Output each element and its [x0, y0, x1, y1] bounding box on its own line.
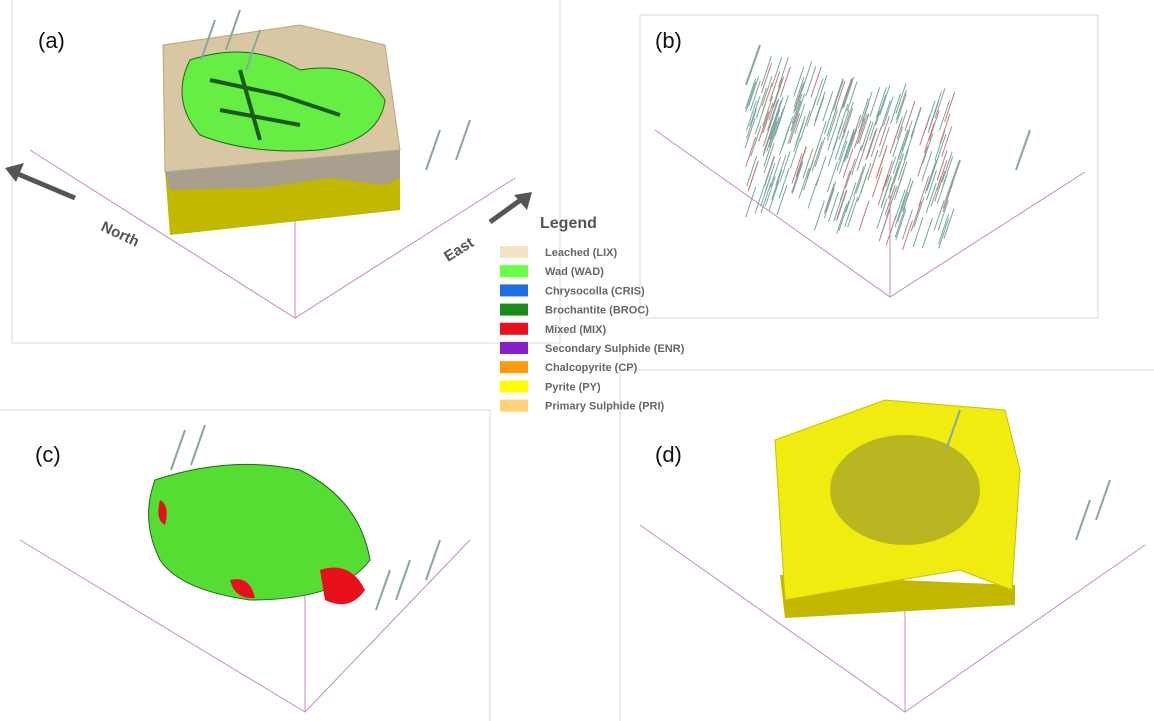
drillhole: [922, 218, 932, 248]
legend-label: Wad (WAD): [545, 266, 604, 278]
drillhole: [851, 115, 861, 145]
drillhole: [939, 101, 949, 131]
drillhole: [824, 188, 834, 218]
drillhole: [799, 168, 809, 198]
drillhole: [803, 160, 813, 190]
drillhole: [751, 126, 761, 156]
page: North East Legend Leached (LIX) Wad (WAD)…: [0, 0, 1154, 721]
legend-label: Secondary Sulphide (ENR): [545, 343, 685, 355]
drillhole: [935, 88, 945, 118]
drillhole: [191, 425, 205, 465]
drillhole: [845, 159, 855, 189]
drillhole: [396, 560, 410, 600]
legend-swatch: [500, 380, 528, 392]
drillhole: [854, 166, 864, 196]
pit-texture: [830, 435, 980, 545]
legend-swatch: [500, 342, 528, 354]
drillhole: [827, 162, 837, 192]
legend-swatch: [500, 304, 528, 316]
drillhole: [918, 146, 928, 176]
drillhole: [919, 176, 929, 206]
drillhole: [747, 109, 757, 139]
drillhole: [1076, 500, 1090, 540]
drillhole: [876, 149, 886, 179]
drillhole: [823, 91, 833, 121]
drillhole: [934, 200, 944, 230]
figure: North East Legend Leached (LIX) Wad (WAD)…: [0, 0, 1154, 721]
drillhole: [891, 94, 901, 124]
drillhole: [171, 430, 185, 470]
drillhole: [746, 187, 756, 217]
drillhole: [868, 150, 878, 180]
drillhole: [812, 141, 822, 171]
drillhole: [945, 92, 955, 122]
drillhole: [861, 163, 871, 193]
drillhole: [811, 67, 821, 97]
drillhole: [872, 167, 882, 197]
layout: North East Legend: [0, 0, 1154, 721]
legend-swatch: [500, 323, 528, 335]
drillhole: [886, 215, 896, 245]
drillhole: [426, 130, 440, 170]
panel-label: (c): [35, 442, 61, 467]
drillhole: [880, 207, 890, 237]
legend-label: Pyrite (PY): [545, 381, 601, 393]
drillhole: [943, 156, 953, 186]
legend-label: Primary Sulphide (PRI): [545, 401, 665, 413]
legend-label: Mixed (MIX): [545, 324, 606, 336]
legend-label: Brochantite (BROC): [545, 305, 649, 317]
legend-swatch: [500, 361, 528, 373]
panel-label: (b): [655, 28, 682, 53]
drillhole: [942, 152, 952, 182]
annotation: East: [441, 234, 477, 265]
drillhole: [882, 161, 892, 191]
panel-frame: [640, 15, 1098, 318]
drillhole: [806, 66, 816, 96]
drillhole: [780, 151, 790, 181]
drillhole: [833, 80, 843, 110]
legend-label: Chrysocolla (CRIS): [545, 285, 645, 297]
drillhole: [839, 201, 849, 231]
drillhole: [808, 179, 818, 209]
drillhole: [900, 130, 910, 160]
drillhole: [1016, 130, 1030, 170]
drillhole: [779, 125, 789, 155]
drillhole: [887, 186, 897, 216]
legend-swatch: [500, 284, 528, 296]
panel-label: (a): [38, 28, 65, 53]
drillhole: [842, 79, 852, 109]
drillhole: [923, 134, 933, 164]
legend: Leached (LIX) Wad (WAD) Chrysocolla (CRIS)…: [500, 246, 685, 413]
drillhole: [914, 197, 924, 227]
drillhole: [903, 181, 913, 211]
drillhole: [376, 570, 390, 610]
legend-title: Legend: [540, 215, 597, 232]
legend-label: Chalcopyrite (CP): [545, 362, 638, 374]
panel-label: (d): [655, 442, 682, 467]
drillhole: [844, 77, 854, 107]
drillhole: [844, 132, 854, 162]
drillhole: [456, 120, 470, 160]
annotation: North: [98, 218, 141, 250]
drillhole: [833, 78, 843, 108]
drillhole: [828, 136, 838, 166]
legend-swatch: [500, 400, 528, 412]
drillhole: [816, 121, 826, 151]
drillhole: [814, 201, 824, 231]
drillhole: [866, 130, 876, 160]
drillhole: [1096, 480, 1110, 520]
drillhole: [857, 114, 867, 144]
drillhole: [858, 98, 868, 128]
legend-swatch: [500, 246, 528, 258]
drillhole: [759, 111, 769, 141]
drillhole: [946, 160, 960, 200]
legend-swatch: [500, 265, 528, 277]
drillhole: [767, 121, 777, 151]
drillhole: [940, 114, 950, 144]
drillhole: [859, 201, 869, 231]
drillhole: [826, 181, 836, 211]
legend-label: Leached (LIX): [545, 247, 617, 259]
drillhole: [792, 163, 802, 193]
